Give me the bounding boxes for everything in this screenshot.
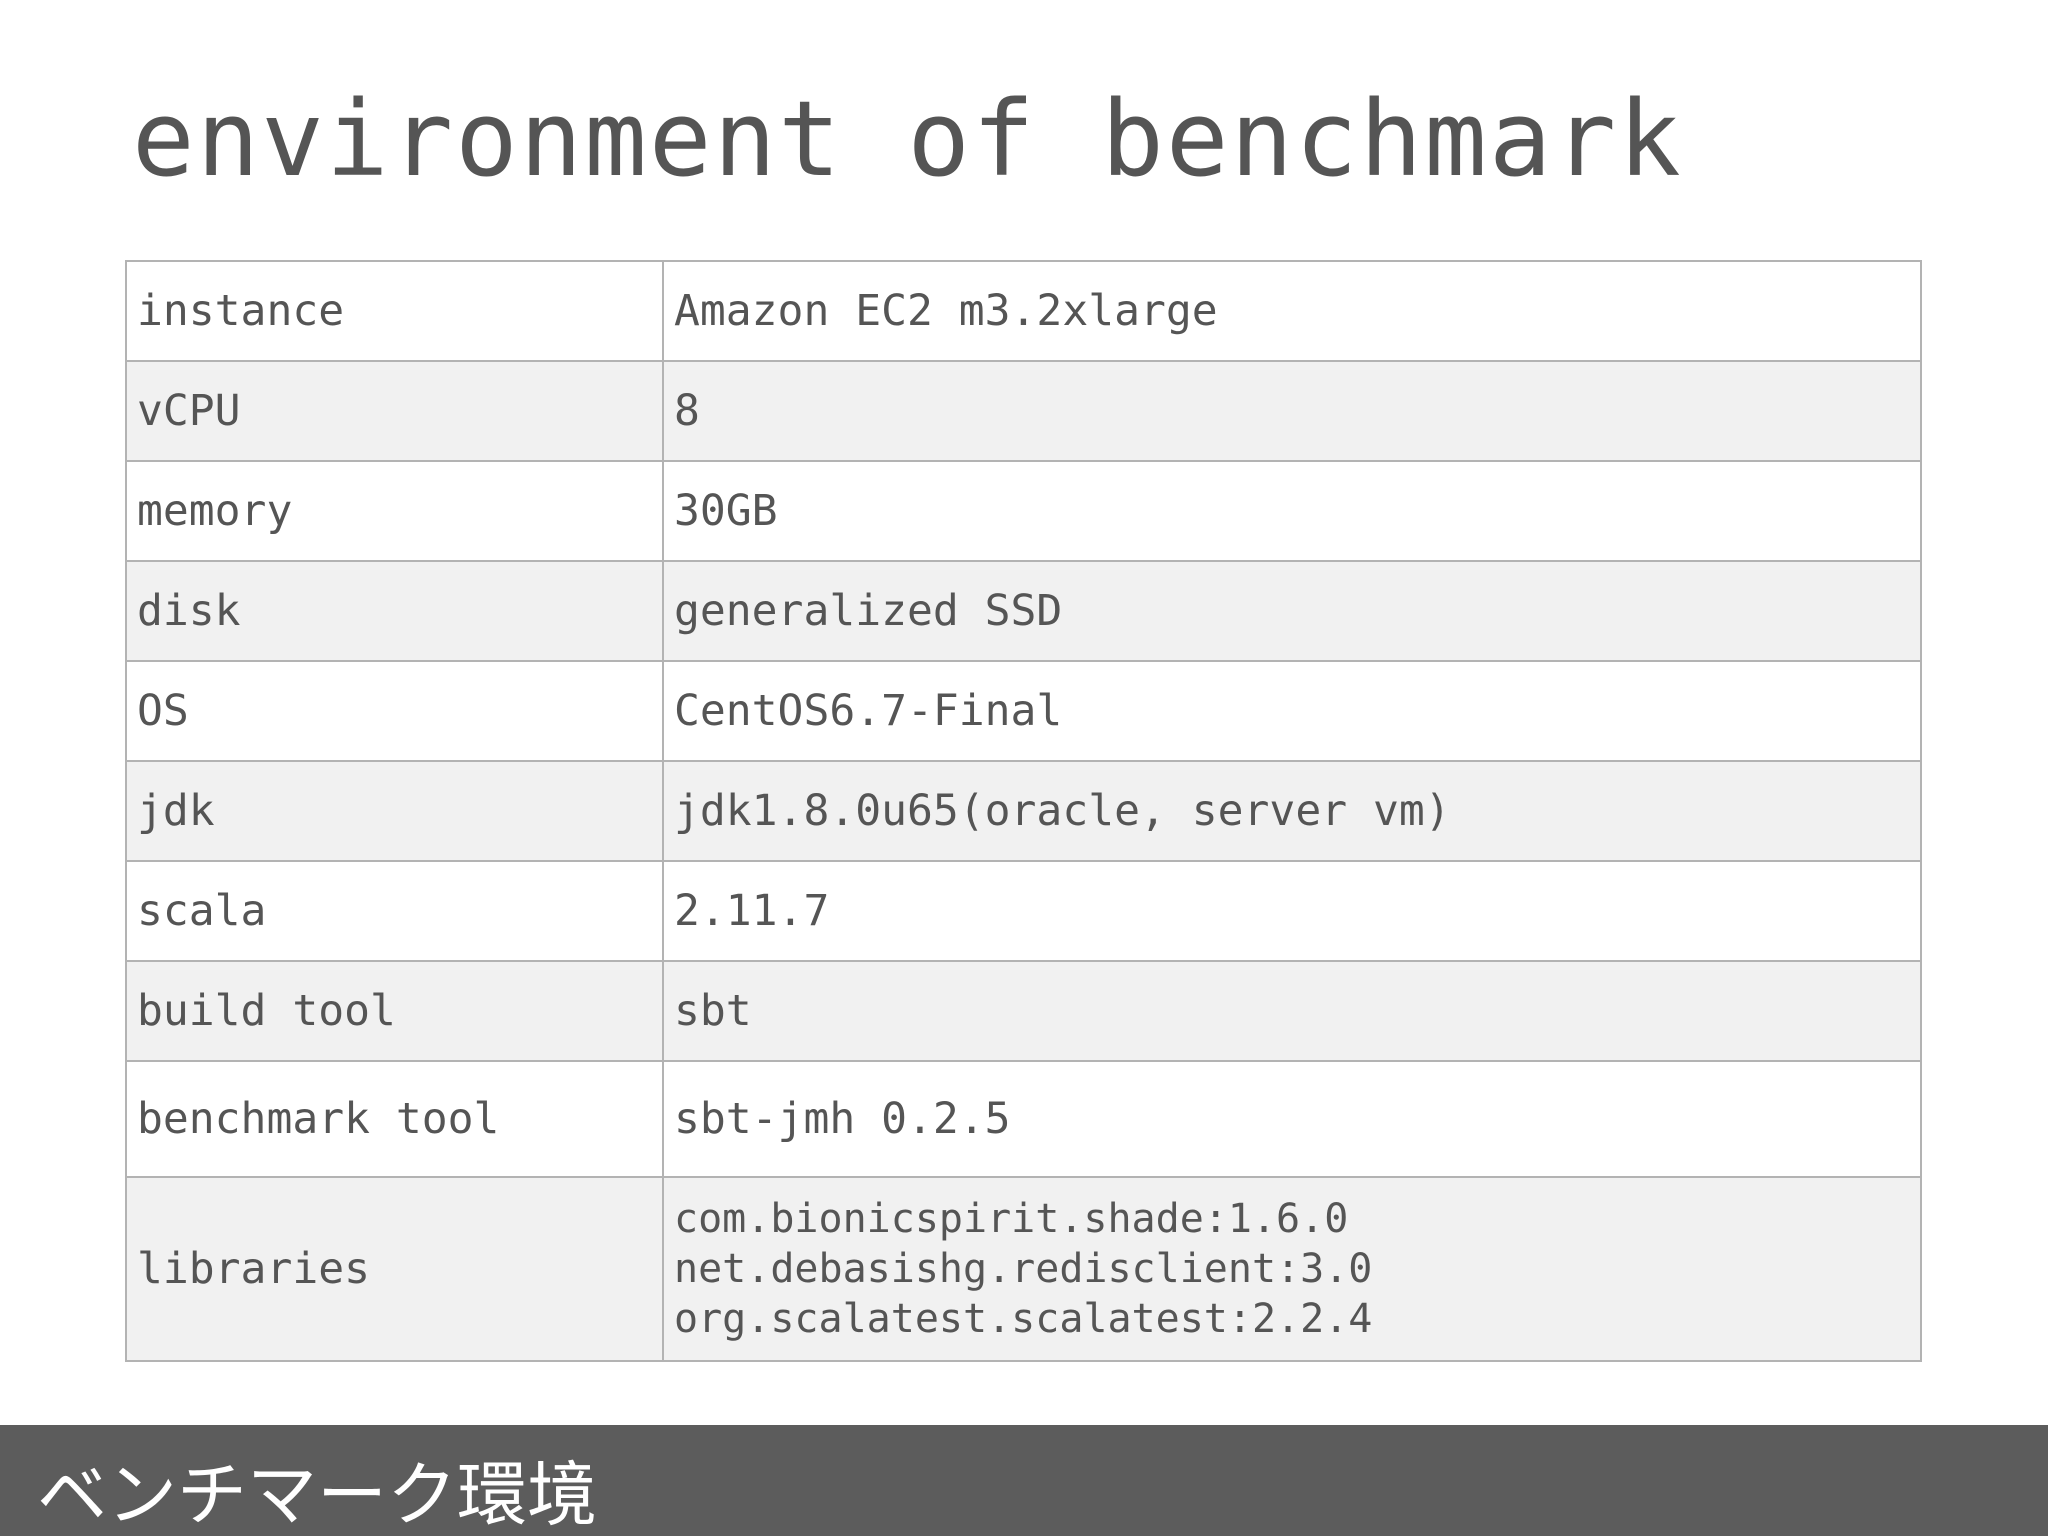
- value-line: org.scalatest.scalatest:2.2.4: [674, 1296, 1373, 1342]
- table-row: jdk jdk1.8.0u65(oracle, server vm): [125, 760, 1922, 862]
- row-value: jdk1.8.0u65(oracle, server vm): [662, 760, 1922, 862]
- footer-text: ベンチマーク環境: [37, 1454, 597, 1536]
- table-row: scala 2.11.7: [125, 860, 1922, 962]
- row-value: CentOS6.7-Final: [662, 660, 1922, 762]
- row-label: jdk: [125, 760, 664, 862]
- row-label: libraries: [125, 1176, 664, 1362]
- row-label: scala: [125, 860, 664, 962]
- table-row: OS CentOS6.7-Final: [125, 660, 1922, 762]
- row-value: com.bionicspirit.shade:1.6.0 net.debasish…: [662, 1176, 1922, 1362]
- table-row: instance Amazon EC2 m3.2xlarge: [125, 260, 1922, 362]
- row-label: OS: [125, 660, 664, 762]
- row-value: generalized SSD: [662, 560, 1922, 662]
- row-label: instance: [125, 260, 664, 362]
- slide-title: environment of benchmark: [132, 78, 1683, 200]
- row-label: build tool: [125, 960, 664, 1062]
- table-row: build tool sbt: [125, 960, 1922, 1062]
- row-label: benchmark tool: [125, 1060, 664, 1178]
- table-row: disk generalized SSD: [125, 560, 1922, 662]
- table-row: vCPU 8: [125, 360, 1922, 462]
- value-line: net.debasishg.redisclient:3.0: [674, 1246, 1373, 1292]
- spec-table: instance Amazon EC2 m3.2xlarge vCPU 8 memory…: [125, 260, 1922, 1362]
- value-line: com.bionicspirit.shade:1.6.0: [674, 1196, 1349, 1242]
- row-label: memory: [125, 460, 664, 562]
- row-label: vCPU: [125, 360, 664, 462]
- row-value: 30GB: [662, 460, 1922, 562]
- row-value: 8: [662, 360, 1922, 462]
- value-lines: com.bionicspirit.shade:1.6.0 net.debasish…: [674, 1194, 1920, 1344]
- row-value: sbt: [662, 960, 1922, 1062]
- row-value: 2.11.7: [662, 860, 1922, 962]
- row-value: sbt-jmh 0.2.5: [662, 1060, 1922, 1178]
- table-row: memory 30GB: [125, 460, 1922, 562]
- row-label: disk: [125, 560, 664, 662]
- footer-bar: ベンチマーク環境: [0, 1425, 2048, 1536]
- row-value: Amazon EC2 m3.2xlarge: [662, 260, 1922, 362]
- table-row: benchmark tool sbt-jmh 0.2.5: [125, 1060, 1922, 1178]
- table-row: libraries com.bionicspirit.shade:1.6.0 net…: [125, 1176, 1922, 1362]
